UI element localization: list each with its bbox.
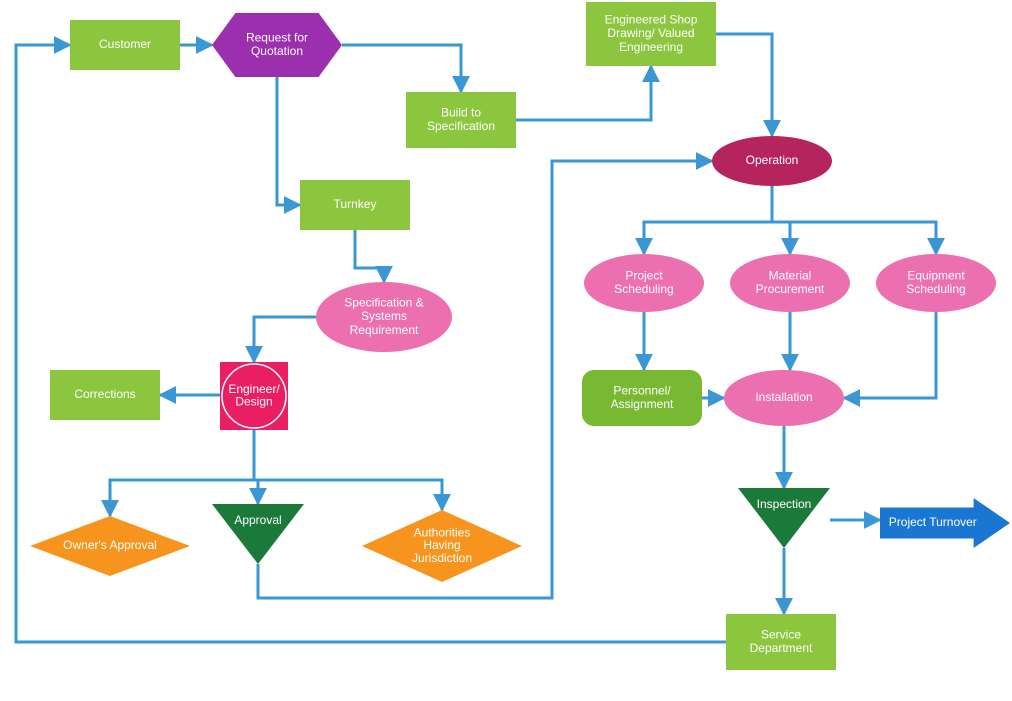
edge-spec_req-to-eng_design [254, 317, 316, 362]
node-ahj: AuthoritiesHavingJurisdiction [362, 510, 522, 582]
node-proj_turnover: Project Turnover [880, 498, 1010, 548]
svg-text:Approval: Approval [234, 513, 281, 527]
svg-text:Turnkey: Turnkey [334, 197, 377, 211]
node-mat_proc: MaterialProcurement [730, 254, 850, 312]
svg-text:Systems: Systems [361, 309, 407, 323]
svg-text:Build to: Build to [441, 105, 481, 119]
node-equip_sched: EquipmentScheduling [876, 254, 996, 312]
node-proj_sched: ProjectScheduling [584, 254, 704, 312]
node-eng_shop: Engineered ShopDrawing/ ValuedEngineerin… [586, 2, 716, 66]
edge-rfq-to-build_spec [342, 45, 461, 92]
edge-operation-to-mat_proc [772, 186, 790, 254]
svg-text:Drawing/ Valued: Drawing/ Valued [607, 26, 694, 40]
svg-text:Material: Material [769, 268, 812, 282]
edge-build_spec-to-eng_shop [516, 66, 651, 120]
node-installation: Installation [724, 370, 844, 426]
svg-text:Quotation: Quotation [251, 44, 303, 58]
svg-text:Inspection: Inspection [757, 497, 812, 511]
edge-operation-to-proj_sched [644, 186, 772, 254]
node-operation: Operation [712, 136, 832, 186]
flowchart-canvas: CustomerRequest forQuotationBuild toSpec… [0, 0, 1012, 701]
svg-text:Owner's Approval: Owner's Approval [63, 538, 157, 552]
node-spec_req: Specification &SystemsRequirement [316, 282, 452, 352]
node-owners_approval: Owner's Approval [30, 516, 190, 576]
edge-operation-to-equip_sched [772, 186, 936, 254]
edge-eng_design-to-owners_approval [110, 430, 254, 516]
node-rfq: Request forQuotation [212, 13, 342, 77]
svg-text:Customer: Customer [99, 37, 151, 51]
svg-text:Specification &: Specification & [344, 295, 423, 309]
node-corrections: Corrections [50, 370, 160, 420]
node-service_dept: ServiceDepartment [726, 614, 836, 670]
svg-text:Corrections: Corrections [74, 387, 135, 401]
node-eng_design: Engineer/Design [220, 362, 288, 430]
svg-text:Installation: Installation [755, 390, 812, 404]
svg-text:Engineering: Engineering [619, 40, 683, 54]
svg-text:Procurement: Procurement [756, 282, 825, 296]
svg-text:Scheduling: Scheduling [614, 282, 673, 296]
svg-text:Request for: Request for [246, 30, 308, 44]
svg-text:Specification: Specification [427, 119, 495, 133]
svg-text:Personnel/: Personnel/ [613, 383, 671, 397]
edge-rfq-to-turnkey [277, 77, 300, 205]
svg-text:Requirement: Requirement [350, 323, 419, 337]
svg-text:Equipment: Equipment [907, 268, 965, 282]
edge-equip_sched-to-installation [844, 312, 936, 398]
edge-turnkey-to-spec_req [355, 230, 384, 282]
svg-text:Department: Department [750, 641, 813, 655]
svg-text:Operation: Operation [746, 153, 799, 167]
node-turnkey: Turnkey [300, 180, 410, 230]
node-inspection: Inspection [738, 488, 830, 548]
node-customer: Customer [70, 20, 180, 70]
svg-text:Project Turnover: Project Turnover [889, 515, 977, 529]
svg-text:Project: Project [625, 268, 663, 282]
svg-text:Design: Design [235, 394, 272, 408]
node-personnel: Personnel/Assignment [582, 370, 702, 426]
svg-text:Assignment: Assignment [611, 397, 674, 411]
svg-text:Scheduling: Scheduling [906, 282, 965, 296]
edge-eng_shop-to-operation [716, 34, 772, 136]
edge-eng_design-to-ahj [254, 430, 442, 510]
node-approval: Approval [212, 504, 304, 564]
node-build_spec: Build toSpecification [406, 92, 516, 148]
svg-text:Engineered Shop: Engineered Shop [605, 12, 698, 26]
svg-text:Jurisdiction: Jurisdiction [412, 551, 472, 565]
svg-text:Service: Service [761, 627, 801, 641]
